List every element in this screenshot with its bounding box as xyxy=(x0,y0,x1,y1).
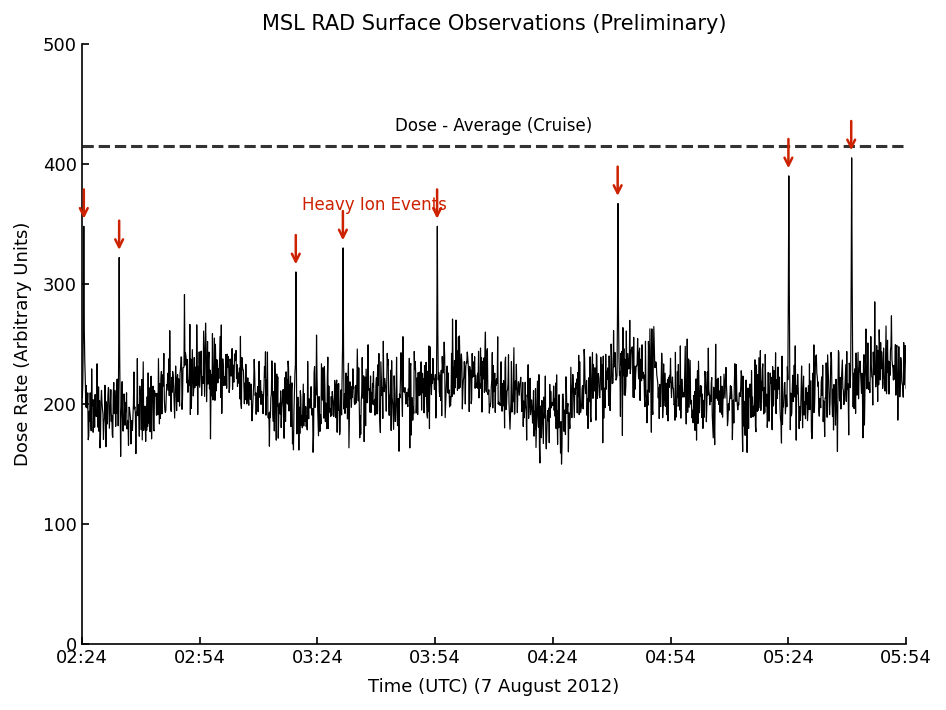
Title: MSL RAD Surface Observations (Preliminary): MSL RAD Surface Observations (Preliminar… xyxy=(262,14,727,34)
X-axis label: Time (UTC) (7 August 2012): Time (UTC) (7 August 2012) xyxy=(368,678,620,696)
Y-axis label: Dose Rate (Arbitrary Units): Dose Rate (Arbitrary Units) xyxy=(14,222,32,466)
Text: Dose - Average (Cruise): Dose - Average (Cruise) xyxy=(395,117,592,135)
Text: Heavy Ion Events: Heavy Ion Events xyxy=(302,196,447,214)
